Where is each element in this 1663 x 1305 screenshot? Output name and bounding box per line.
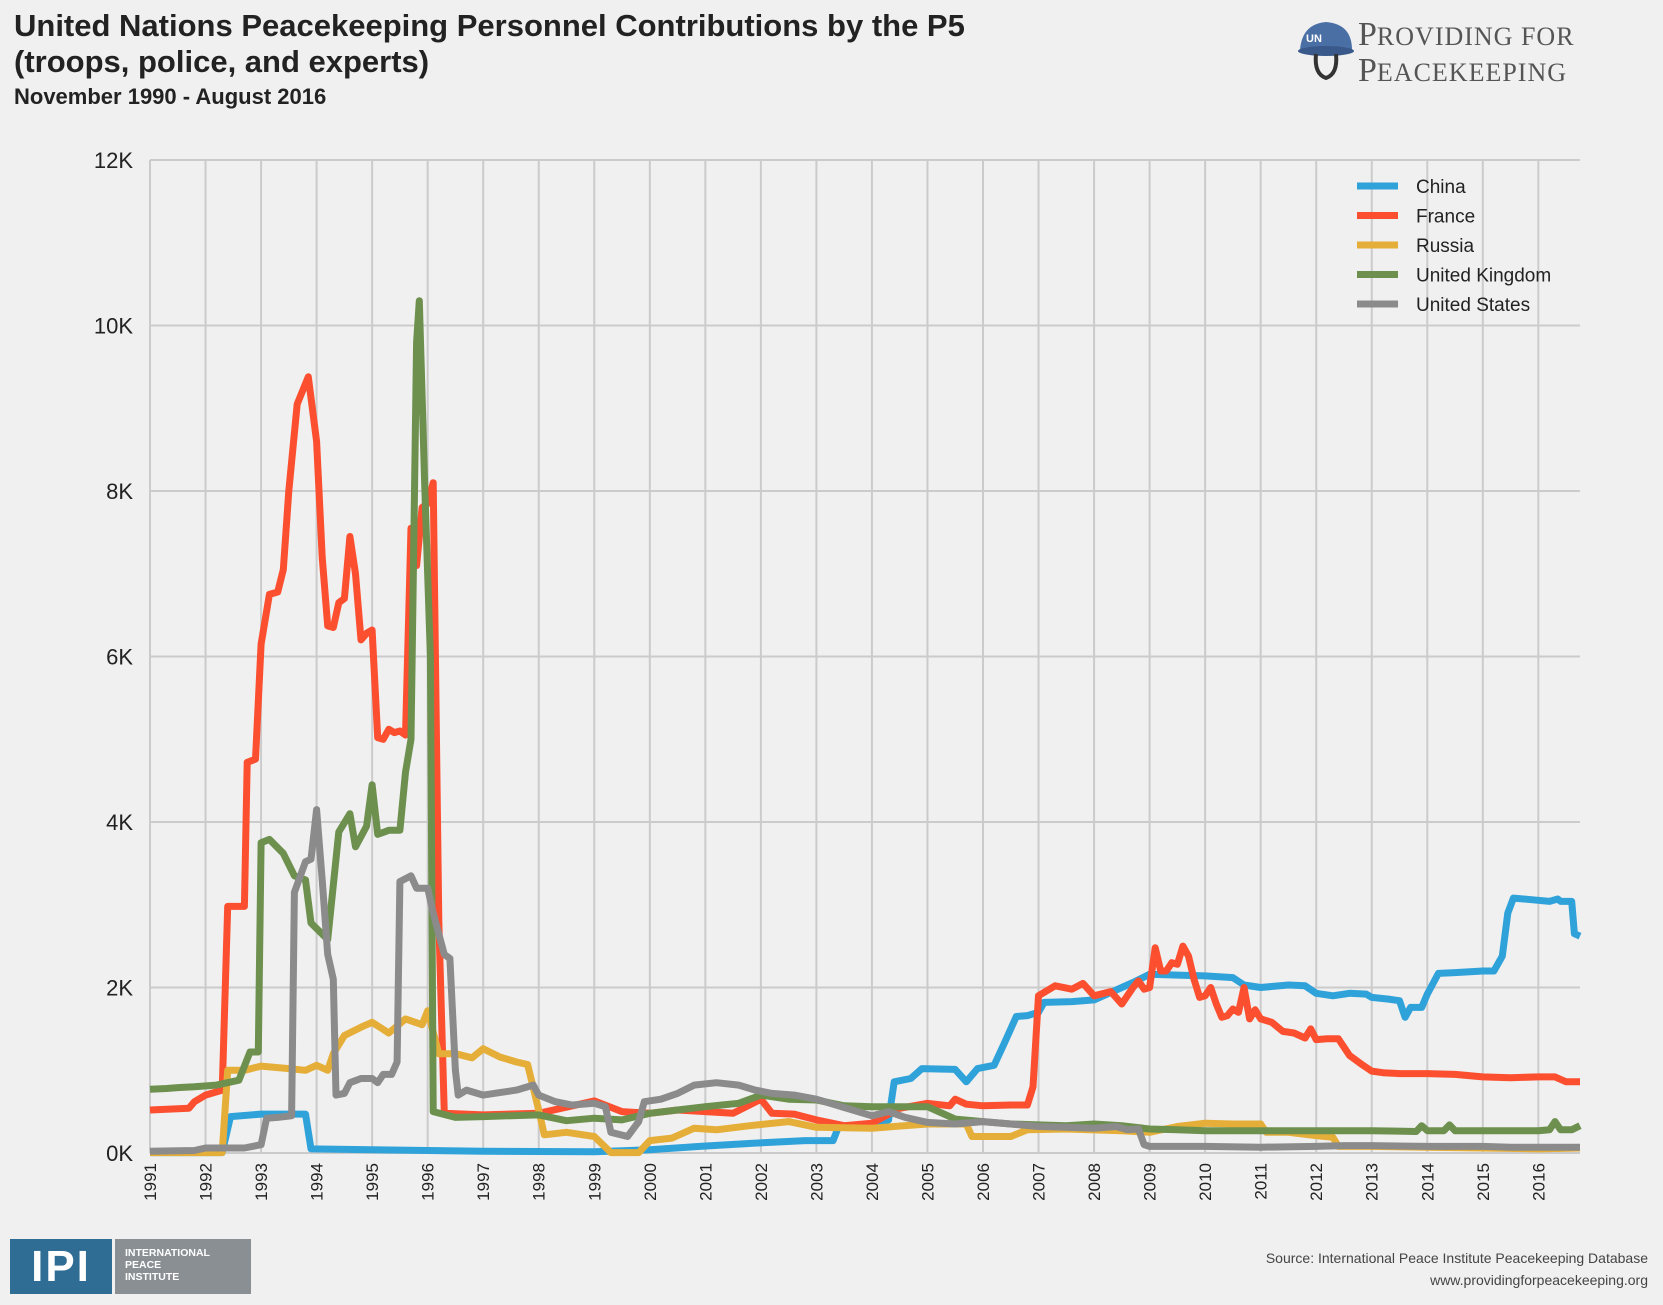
x-tick-label: 2002 xyxy=(752,1163,771,1201)
x-tick-label: 1993 xyxy=(252,1163,271,1201)
y-tick-label: 8K xyxy=(106,479,133,504)
x-tick-label: 1992 xyxy=(197,1163,216,1201)
series-line-russia xyxy=(150,1007,1581,1157)
legend: China France Russia United Kingdom United St… xyxy=(1357,177,1551,316)
source-url[interactable]: www.providingforpeacekeeping.org xyxy=(1430,1272,1648,1288)
legend-label: France xyxy=(1416,207,1475,228)
x-tick-label: 2001 xyxy=(696,1163,715,1201)
x-tick-label: 2014 xyxy=(1418,1163,1437,1201)
logo-line-1: PROVIDING FOR xyxy=(1358,16,1575,53)
grid xyxy=(149,159,1580,1154)
legend-label: United States xyxy=(1416,295,1530,316)
x-tick-label: 2000 xyxy=(641,1163,660,1201)
y-axis-ticks: 0K 2K 4K 6K 8K 10K 12K xyxy=(94,148,133,1166)
source-note: Source: International Peace Institute Pe… xyxy=(1266,1247,1648,1291)
y-tick-label: 12K xyxy=(94,148,133,173)
legend-label: China xyxy=(1416,177,1466,198)
title-block: United Nations Peacekeeping Personnel Co… xyxy=(14,8,965,110)
chart-title-line-1: United Nations Peacekeeping Personnel Co… xyxy=(14,8,965,43)
ipi-abbrev: IPI xyxy=(10,1239,112,1294)
x-tick-label: 2016 xyxy=(1529,1163,1548,1201)
x-tick-label: 2004 xyxy=(863,1163,882,1201)
x-tick-label: 2015 xyxy=(1474,1163,1493,1201)
y-tick-label: 10K xyxy=(94,314,133,339)
logo-line-2: PEACEKEEPING xyxy=(1358,52,1568,89)
series-line-united-kingdom xyxy=(149,297,1582,1135)
x-tick-label: 2013 xyxy=(1363,1163,1382,1201)
x-tick-label: 1999 xyxy=(585,1163,604,1201)
y-tick-label: 4K xyxy=(106,810,133,835)
x-tick-label: 2006 xyxy=(974,1163,993,1201)
y-tick-label: 2K xyxy=(106,976,133,1001)
x-tick-label: 2012 xyxy=(1307,1163,1326,1201)
x-tick-label: 1996 xyxy=(419,1163,438,1201)
x-tick-label: 1994 xyxy=(308,1163,327,1201)
legend-label: Russia xyxy=(1416,236,1475,257)
legend-label: United Kingdom xyxy=(1416,266,1551,287)
chart-subtitle: November 1990 - August 2016 xyxy=(14,84,327,109)
x-tick-label: 2005 xyxy=(918,1163,937,1201)
un-helmet-icon: UN xyxy=(1298,22,1354,81)
series-line-france xyxy=(149,373,1580,1130)
chart-title-line-2: (troops, police, and experts) xyxy=(14,44,430,79)
x-tick-label: 2008 xyxy=(1085,1163,1104,1201)
x-tick-label: 1998 xyxy=(530,1163,549,1201)
x-tick-label: 1997 xyxy=(474,1163,493,1201)
y-tick-label: 6K xyxy=(106,645,133,670)
x-tick-label: 1995 xyxy=(363,1163,382,1201)
x-tick-label: 1991 xyxy=(141,1163,160,1201)
x-tick-label: 2009 xyxy=(1141,1163,1160,1201)
x-axis-ticks: 1991 1992 1993 1994 1995 1996 1997 1998 1999 2000… xyxy=(141,1163,1548,1201)
x-tick-label: 2011 xyxy=(1252,1163,1271,1200)
x-tick-label: 2003 xyxy=(807,1163,826,1201)
source-text: Source: International Peace Institute Pe… xyxy=(1265,1250,1648,1266)
helmet-label: UN xyxy=(1306,33,1322,45)
x-tick-label: 2007 xyxy=(1030,1163,1049,1201)
providing-for-peacekeeping-logo: UN PROVIDING FOR PEACEKEEPING xyxy=(1296,12,1616,92)
series-line-united-states xyxy=(149,806,1580,1155)
y-tick-label: 0K xyxy=(106,1141,133,1166)
x-tick-label: 2010 xyxy=(1196,1163,1215,1201)
ipi-full-name: INTERNATIONAL PEACE INSTITUTE xyxy=(115,1239,251,1294)
series-lines xyxy=(149,297,1582,1157)
